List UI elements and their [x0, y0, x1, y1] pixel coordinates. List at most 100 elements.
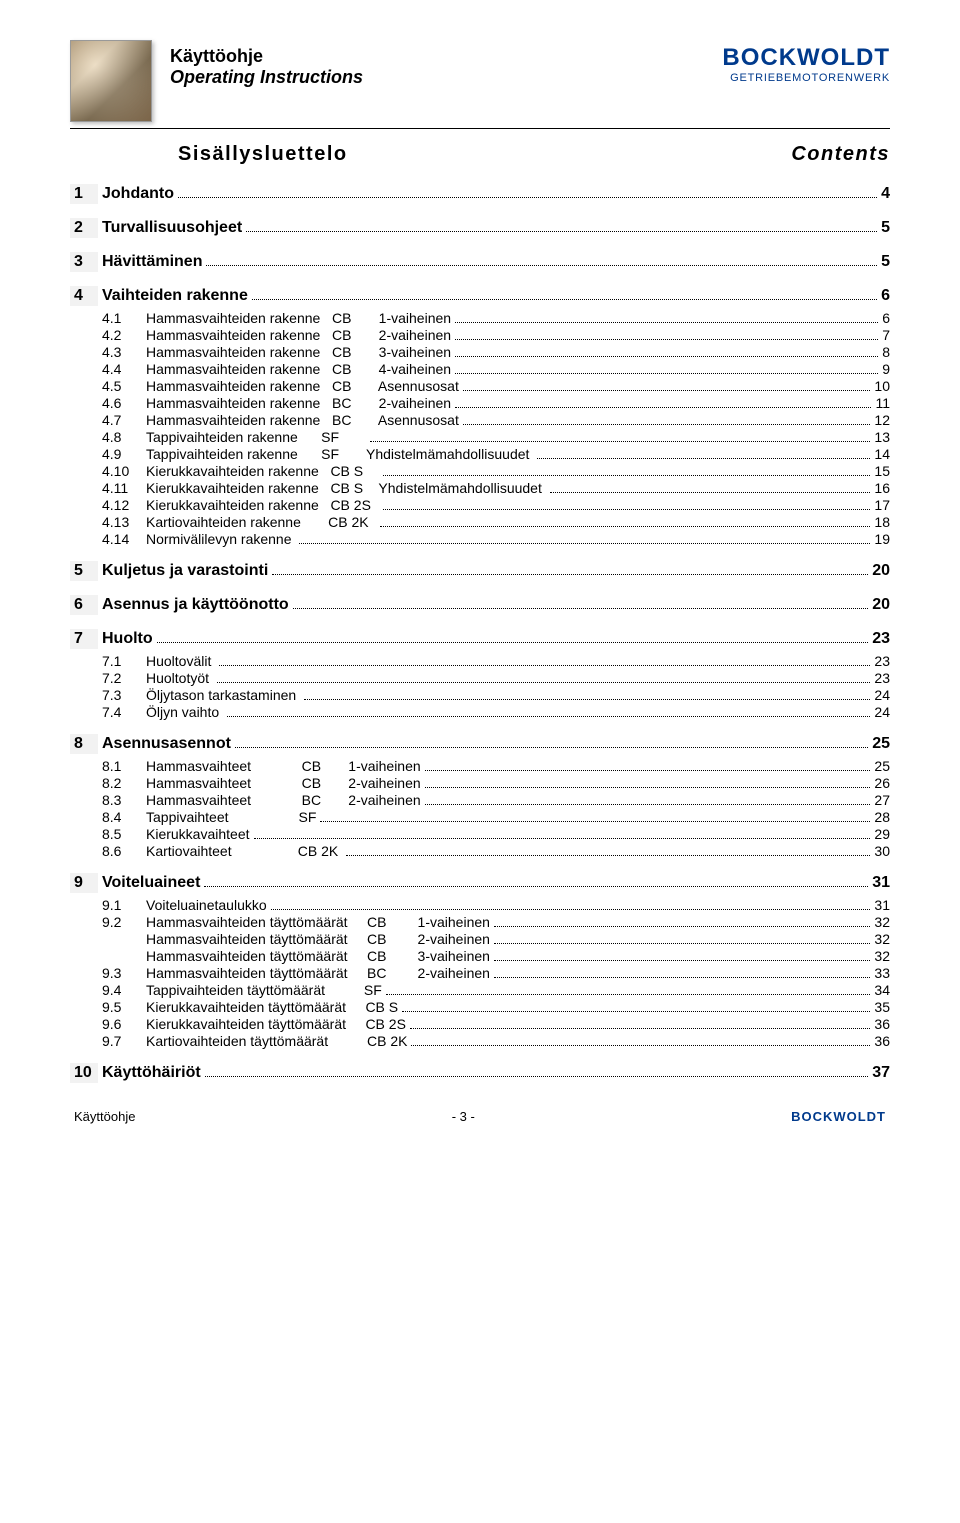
toc-heading[interactable]: 3Hävittäminen5: [70, 252, 890, 272]
toc-item[interactable]: 4.12Kierukkavaihteiden rakenne CB 2S 17: [102, 497, 890, 513]
toc-item[interactable]: 9.6Kierukkavaihteiden täyttömäärät CB 2S…: [102, 1016, 890, 1032]
toc-item-number: 7.3: [102, 687, 146, 703]
brand-block: BOCKWOLDT GETRIEBEMOTORENWERK: [722, 40, 890, 84]
toc-dots: [383, 509, 871, 510]
toc-item[interactable]: 9.4Tappivaihteiden täyttömäärät SF34: [102, 982, 890, 998]
toc-item-page: 17: [874, 497, 890, 513]
toc-item[interactable]: Hammasvaihteiden täyttömäärät CB 3-vaihe…: [102, 948, 890, 964]
toc-item-label: Hammasvaihteiden täyttömäärät CB 3-vaihe…: [146, 948, 490, 964]
toc-item[interactable]: 4.5Hammasvaihteiden rakenne CB Asennusos…: [102, 378, 890, 394]
toc-heading[interactable]: 2Turvallisuusohjeet5: [70, 218, 890, 238]
toc-item[interactable]: 4.11Kierukkavaihteiden rakenne CB S Yhdi…: [102, 480, 890, 496]
toc-item[interactable]: 7.4Öljyn vaihto 24: [102, 704, 890, 720]
toc-item-page: 32: [874, 948, 890, 964]
toc-item[interactable]: 9.3Hammasvaihteiden täyttömäärät BC 2-va…: [102, 965, 890, 981]
toc-dots: [293, 608, 869, 609]
toc-dots: [304, 699, 870, 700]
toc-dots: [178, 197, 877, 198]
toc-heading-label: Asennus ja käyttöönotto: [102, 596, 289, 614]
toc-item[interactable]: 8.4Tappivaihteet SF28: [102, 809, 890, 825]
toc-heading-label: Huolto: [102, 630, 153, 648]
toc-dots: [455, 407, 871, 408]
toc-heading[interactable]: 10Käyttöhäiriöt37: [70, 1063, 890, 1083]
toc-dots: [206, 265, 877, 266]
toc-heading[interactable]: 5Kuljetus ja varastointi20: [70, 561, 890, 581]
toc-item-number: 9.3: [102, 965, 146, 981]
toc-item-label: Hammasvaihteiden täyttömäärät BC 2-vaihe…: [146, 965, 490, 981]
toc-dots: [157, 642, 869, 643]
toc-item-label: Huoltovälit: [146, 653, 215, 669]
toc-item[interactable]: 4.4Hammasvaihteiden rakenne CB 4-vaihein…: [102, 361, 890, 377]
toc-item[interactable]: Hammasvaihteiden täyttömäärät CB 2-vaihe…: [102, 931, 890, 947]
toc-dots: [235, 747, 868, 748]
toc-item[interactable]: 4.1Hammasvaihteiden rakenne CB 1-vaihein…: [102, 310, 890, 326]
toc-item-number: 4.2: [102, 327, 146, 343]
toc-item[interactable]: 8.2Hammasvaihteet CB 2-vaiheinen26: [102, 775, 890, 791]
toc-dots: [494, 926, 870, 927]
toc-item-page: 15: [874, 463, 890, 479]
toc-item[interactable]: 4.3Hammasvaihteiden rakenne CB 3-vaihein…: [102, 344, 890, 360]
toc-heading-page: 37: [872, 1064, 890, 1082]
toc-item[interactable]: 7.2Huoltotyöt 23: [102, 670, 890, 686]
toc-heading[interactable]: 9Voiteluaineet31: [70, 873, 890, 893]
toc-heading-label: Voiteluaineet: [102, 874, 200, 892]
toc-item[interactable]: 7.3Öljytason tarkastaminen 24: [102, 687, 890, 703]
toc-item-number: 9.7: [102, 1033, 146, 1049]
toc-item-page: 30: [874, 843, 890, 859]
toc-item-label: Voiteluainetaulukko: [146, 897, 267, 913]
toc-item-number: 8.2: [102, 775, 146, 791]
toc-item[interactable]: 4.10Kierukkavaihteiden rakenne CB S 15: [102, 463, 890, 479]
toc-dots: [455, 322, 878, 323]
toc-item-page: 36: [874, 1033, 890, 1049]
toc-heading-page: 31: [872, 874, 890, 892]
toc-dots: [346, 855, 870, 856]
toc-item[interactable]: 4.14Normivälilevyn rakenne 19: [102, 531, 890, 547]
toc-item[interactable]: 9.7Kartiovaihteiden täyttömäärät CB 2K36: [102, 1033, 890, 1049]
section-heading-right: Contents: [791, 143, 890, 166]
toc-item[interactable]: 4.9Tappivaihteiden rakenne SF Yhdistelmä…: [102, 446, 890, 462]
toc-heading-number: 3: [70, 252, 98, 272]
toc-item-number: 4.12: [102, 497, 146, 513]
toc-item-number: 7.1: [102, 653, 146, 669]
footer-right: BOCKWOLDT: [791, 1109, 886, 1124]
toc-item-label: Tappivaihteet SF: [146, 809, 316, 825]
toc-item[interactable]: 8.3Hammasvaihteet BC 2-vaiheinen27: [102, 792, 890, 808]
toc-item[interactable]: 7.1Huoltovälit 23: [102, 653, 890, 669]
toc-heading[interactable]: 4Vaihteiden rakenne6: [70, 286, 890, 306]
toc-item-number: 4.6: [102, 395, 146, 411]
toc-dots: [254, 838, 871, 839]
toc-item-label: Kartiovaihteiden rakenne CB 2K: [146, 514, 376, 530]
toc-heading-page: 6: [881, 287, 890, 305]
toc-item-page: 7: [882, 327, 890, 343]
toc-group: 3Hävittäminen5: [70, 252, 890, 272]
toc-item[interactable]: 9.5Kierukkavaihteiden täyttömäärät CB S3…: [102, 999, 890, 1015]
toc-group: 8Asennusasennot25 8.1Hammasvaihteet CB 1-…: [70, 734, 890, 859]
toc-item[interactable]: 9.1Voiteluainetaulukko31: [102, 897, 890, 913]
toc-item-page: 36: [874, 1016, 890, 1032]
header-titles: Käyttöohje Operating Instructions: [170, 40, 704, 88]
toc-heading[interactable]: 8Asennusasennot25: [70, 734, 890, 754]
toc-item[interactable]: 4.6Hammasvaihteiden rakenne BC 2-vaihein…: [102, 395, 890, 411]
toc-item[interactable]: 8.5Kierukkavaihteet29: [102, 826, 890, 842]
toc-heading-page: 20: [872, 596, 890, 614]
toc-item-page: 14: [874, 446, 890, 462]
toc-heading[interactable]: 7Huolto23: [70, 629, 890, 649]
toc-item[interactable]: 4.2Hammasvaihteiden rakenne CB 2-vaihein…: [102, 327, 890, 343]
toc-item[interactable]: 8.1Hammasvaihteet CB 1-vaiheinen25: [102, 758, 890, 774]
toc-item[interactable]: 4.13Kartiovaihteiden rakenne CB 2K 18: [102, 514, 890, 530]
toc-heading-label: Kuljetus ja varastointi: [102, 562, 268, 580]
toc-dots: [425, 787, 871, 788]
toc-item[interactable]: 4.8Tappivaihteiden rakenne SF 13: [102, 429, 890, 445]
toc-dots: [494, 960, 870, 961]
toc-item[interactable]: 4.7Hammasvaihteiden rakenne BC Asennusos…: [102, 412, 890, 428]
toc-heading[interactable]: 6Asennus ja käyttöönotto20: [70, 595, 890, 615]
page: Käyttöohje Operating Instructions BOCKWO…: [0, 0, 960, 1154]
toc-item-page: 33: [874, 965, 890, 981]
toc-item-number: 4.8: [102, 429, 146, 445]
toc-item[interactable]: 8.6Kartiovaihteet CB 2K 30: [102, 843, 890, 859]
toc-heading[interactable]: 1Johdanto4: [70, 184, 890, 204]
toc-item-page: 35: [874, 999, 890, 1015]
toc-item[interactable]: 9.2Hammasvaihteiden täyttömäärät CB 1-va…: [102, 914, 890, 930]
toc-item-page: 23: [874, 653, 890, 669]
toc-dots: [455, 356, 878, 357]
